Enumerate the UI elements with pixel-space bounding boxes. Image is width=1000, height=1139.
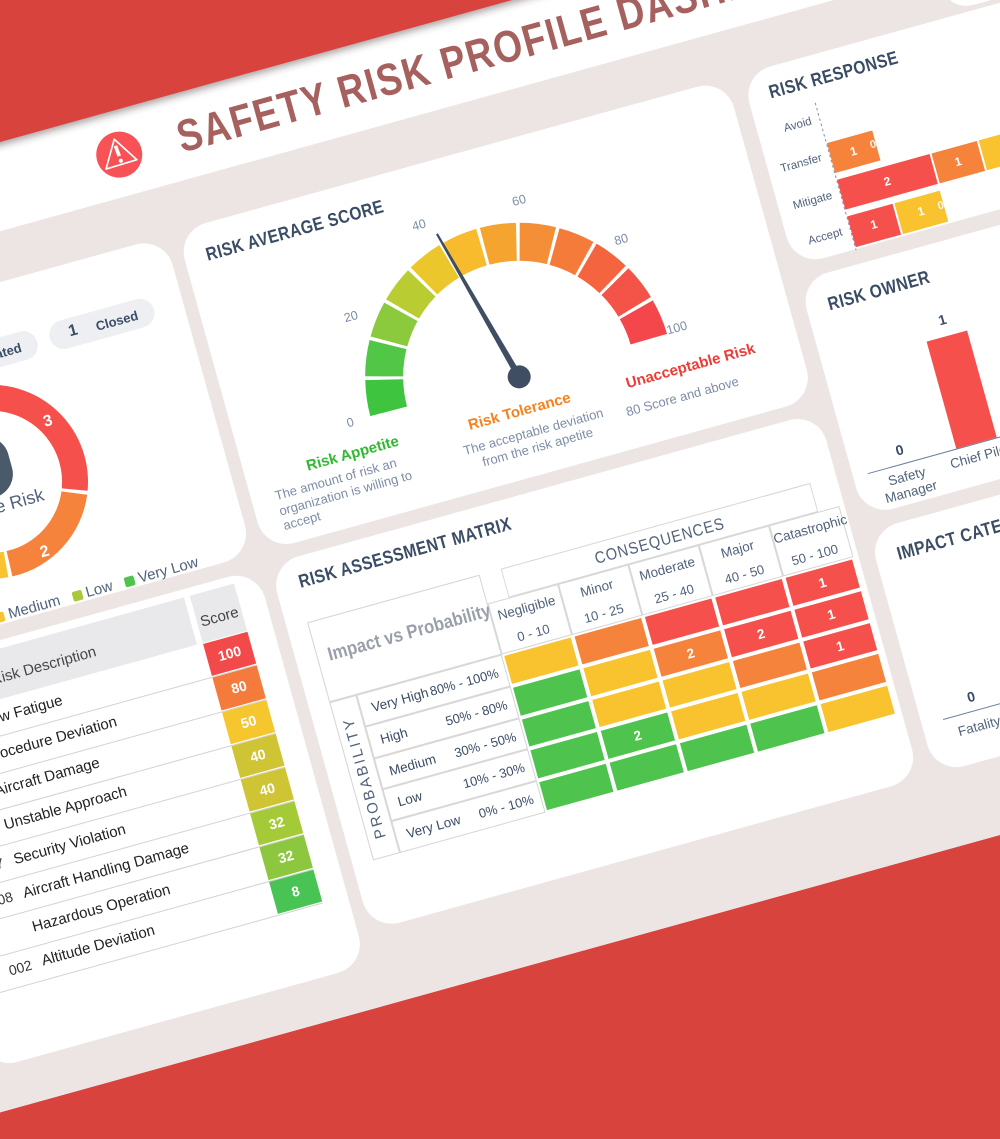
svg-text:2: 2 — [38, 543, 51, 562]
svg-text:100: 100 — [665, 318, 689, 337]
svg-text:80: 80 — [612, 231, 629, 248]
svg-text:3: 3 — [41, 412, 54, 431]
svg-text:60: 60 — [510, 192, 527, 209]
svg-text:0: 0 — [345, 415, 355, 430]
svg-text:40: 40 — [410, 217, 427, 234]
svg-text:20: 20 — [342, 308, 359, 325]
